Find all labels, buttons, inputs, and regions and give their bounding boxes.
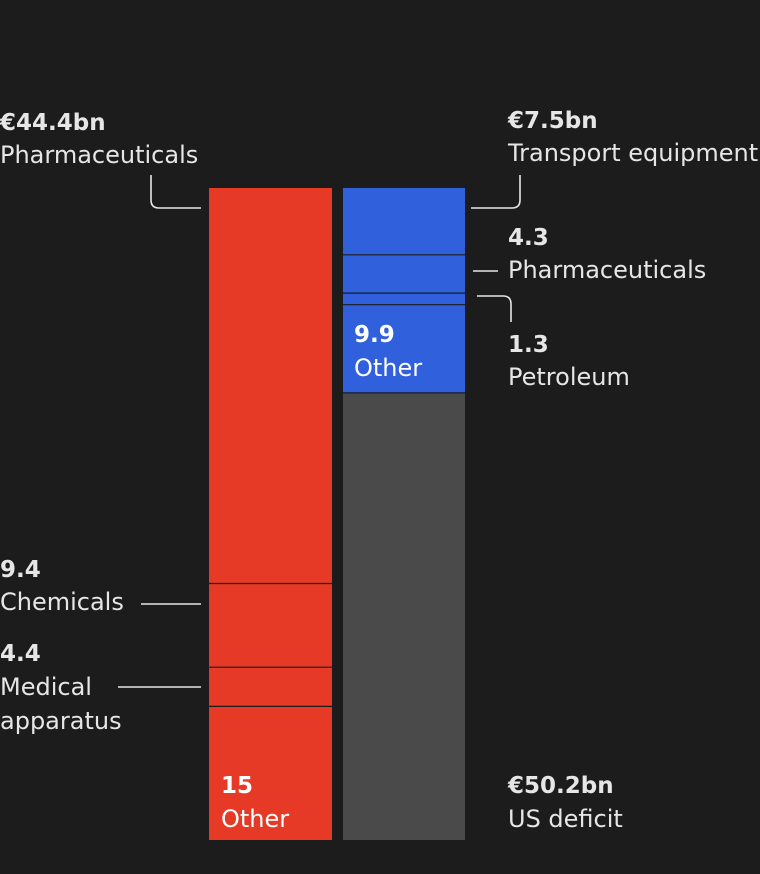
label-transport-equipment: Transport equipment (507, 139, 758, 167)
label-pharmaceuticals-right: Pharmaceuticals (508, 256, 706, 284)
bar-0-segment-other (209, 706, 332, 840)
bar-0-segment-pharmaceuticals (209, 188, 332, 584)
label-us-deficit: US deficit (508, 805, 623, 833)
connector-transport-equipment (471, 175, 521, 209)
bar-1-segment-transport-equipment (343, 188, 465, 255)
bar-0-segment-chemicals (209, 583, 332, 668)
label-other-left: Other (221, 805, 289, 833)
bar-1-segment-petroleum (343, 293, 465, 305)
label-value-chemicals: 9.4 (0, 557, 41, 583)
label-value-us-deficit: €50.2bn (507, 773, 614, 799)
connector-petroleum (477, 295, 512, 322)
label-chemicals: Chemicals (0, 588, 124, 616)
label-value-medical-apparatus: 4.4 (0, 641, 41, 667)
label-other-right: Other (354, 354, 422, 382)
label-value-other-right: 9.9 (354, 322, 395, 348)
label-value-pharmaceuticals-right: 4.3 (508, 225, 549, 251)
bar-1-segment-pharmaceuticals (343, 254, 465, 294)
label-value-petroleum: 1.3 (508, 332, 549, 358)
label-medical-apparatus: Medical apparatus (0, 673, 122, 735)
label-value-pharmaceuticals-left: €44.4bn (0, 110, 106, 136)
label-value-transport-equipment: €7.5bn (507, 108, 598, 134)
label-pharmaceuticals-left: Pharmaceuticals (0, 141, 198, 169)
label-value-other-left: 15 (221, 773, 253, 799)
label-petroleum: Petroleum (508, 363, 630, 391)
bar-1-segment-us-deficit (343, 392, 465, 840)
bar-0-segment-medical-apparatus (209, 667, 332, 707)
connector-pharmaceuticals-left (150, 175, 201, 209)
bar-1-segment-other (343, 304, 465, 393)
